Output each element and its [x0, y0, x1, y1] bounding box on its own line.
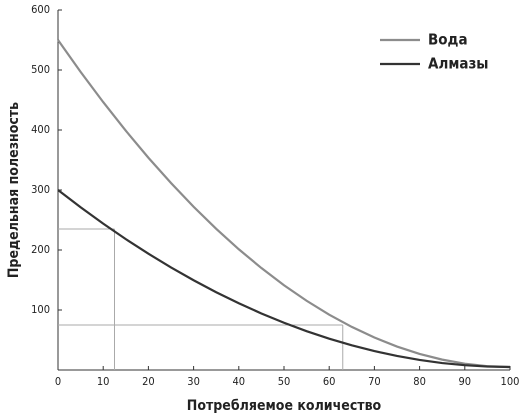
x-tick-label: 20 [142, 375, 155, 388]
legend-label: Алмазы [428, 55, 489, 73]
line-series [57, 189, 511, 369]
y-tick-label: 200 [31, 243, 50, 256]
y-tick-label: 500 [31, 63, 50, 76]
legend-label: Вода [428, 31, 468, 49]
x-tick-label: 100 [501, 375, 520, 388]
x-tick-label: 30 [187, 375, 200, 388]
line-series [57, 39, 511, 369]
x-axis-label: Потребляемое количество [187, 398, 382, 414]
x-tick-label: 0 [55, 375, 61, 388]
y-axis-label: Предельная полезность [6, 102, 22, 278]
x-tick-label: 70 [368, 375, 381, 388]
y-tick-label: 300 [31, 183, 50, 196]
y-tick-label: 600 [31, 3, 50, 16]
x-tick-label: 10 [97, 375, 110, 388]
x-tick-label: 60 [323, 375, 336, 388]
y-tick-label: 100 [31, 303, 50, 316]
x-tick-label: 50 [278, 375, 291, 388]
x-tick-label: 90 [459, 375, 472, 388]
y-tick-label: 400 [31, 123, 50, 136]
x-tick-label: 80 [413, 375, 426, 388]
x-tick-label: 40 [233, 375, 246, 388]
